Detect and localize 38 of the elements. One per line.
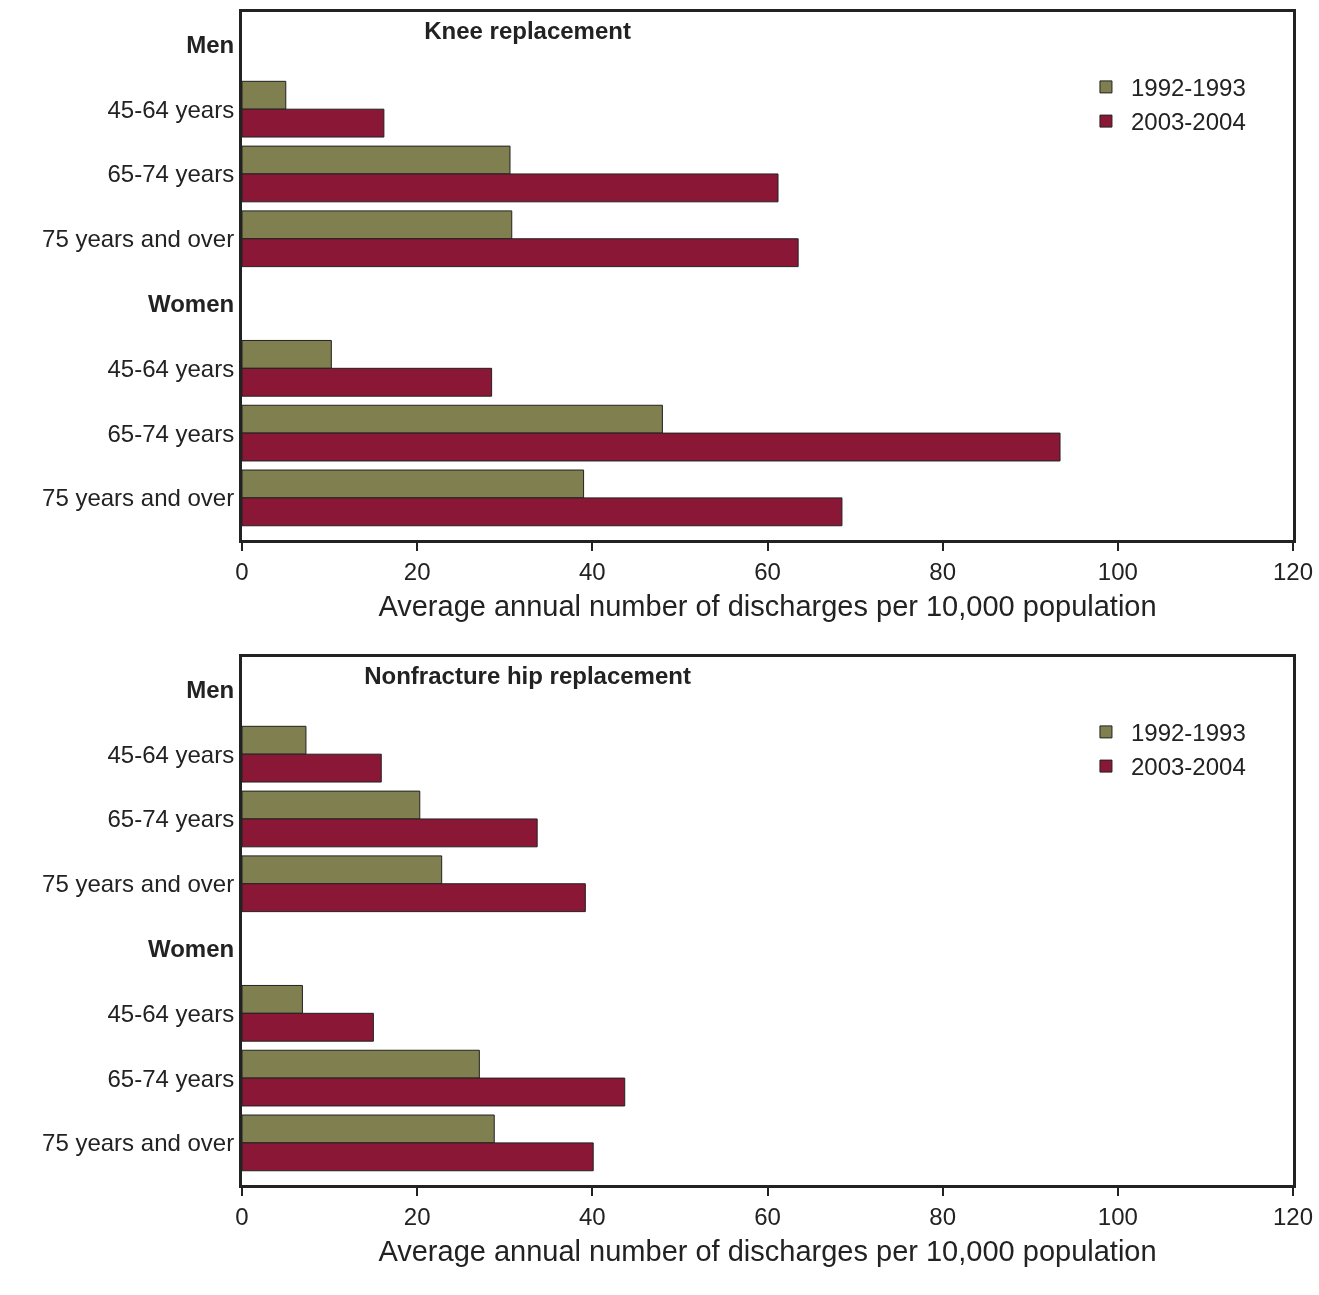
x-tick-label: 40 [578, 1202, 606, 1230]
x-axis-title: Average annual number of discharges per 10,000 population [378, 1234, 1157, 1267]
x-tick-label: 40 [578, 557, 606, 585]
y-tick-label: 65-74 years [107, 805, 235, 833]
x-tick-label: 20 [403, 557, 431, 585]
x-tick-label: 60 [754, 557, 781, 585]
chart-title: Knee replacement [424, 17, 631, 45]
x-tick-label: 20 [403, 1202, 431, 1230]
legend-label: 1992-1993 [1130, 719, 1246, 747]
y-tick-label: 65-74 years [107, 160, 235, 188]
x-tick-label: 0 [235, 557, 249, 585]
y-tick-label: 65-74 years [107, 1064, 235, 1092]
x-tick-label: 100 [1097, 1202, 1138, 1230]
x-tick-label: 0 [235, 1202, 249, 1230]
y-tick-label: Women [147, 289, 235, 317]
y-tick-label: 75 years and over [42, 484, 235, 512]
x-tick-label: 100 [1097, 557, 1138, 585]
y-tick-label: 45-64 years [107, 999, 235, 1027]
y-tick-label: 75 years and over [42, 225, 235, 253]
x-axis-title: Average annual number of discharges per 10,000 population [378, 589, 1157, 622]
y-tick-label: 65-74 years [107, 419, 235, 447]
legend-label: 2003-2004 [1130, 108, 1246, 136]
legend-label: 1992-1993 [1130, 74, 1246, 102]
y-tick-label: 75 years and over [42, 1129, 235, 1157]
y-tick-label: 45-64 years [107, 95, 235, 123]
x-tick-label: 60 [754, 1202, 781, 1230]
y-tick-label: 45-64 years [107, 354, 235, 382]
x-tick-label: 80 [929, 557, 957, 585]
y-tick-label: Men [186, 675, 235, 703]
x-tick-label: 80 [929, 1202, 957, 1230]
legend-label: 2003-2004 [1130, 753, 1246, 781]
x-tick-label: 120 [1272, 557, 1314, 585]
y-tick-label: Women [147, 934, 235, 962]
chart-title: Nonfracture hip replacement [364, 662, 691, 690]
x-tick-label: 120 [1272, 1202, 1314, 1230]
y-tick-label: Men [186, 30, 235, 58]
y-tick-label: 45-64 years [107, 740, 235, 768]
y-tick-label: 75 years and over [42, 870, 235, 898]
